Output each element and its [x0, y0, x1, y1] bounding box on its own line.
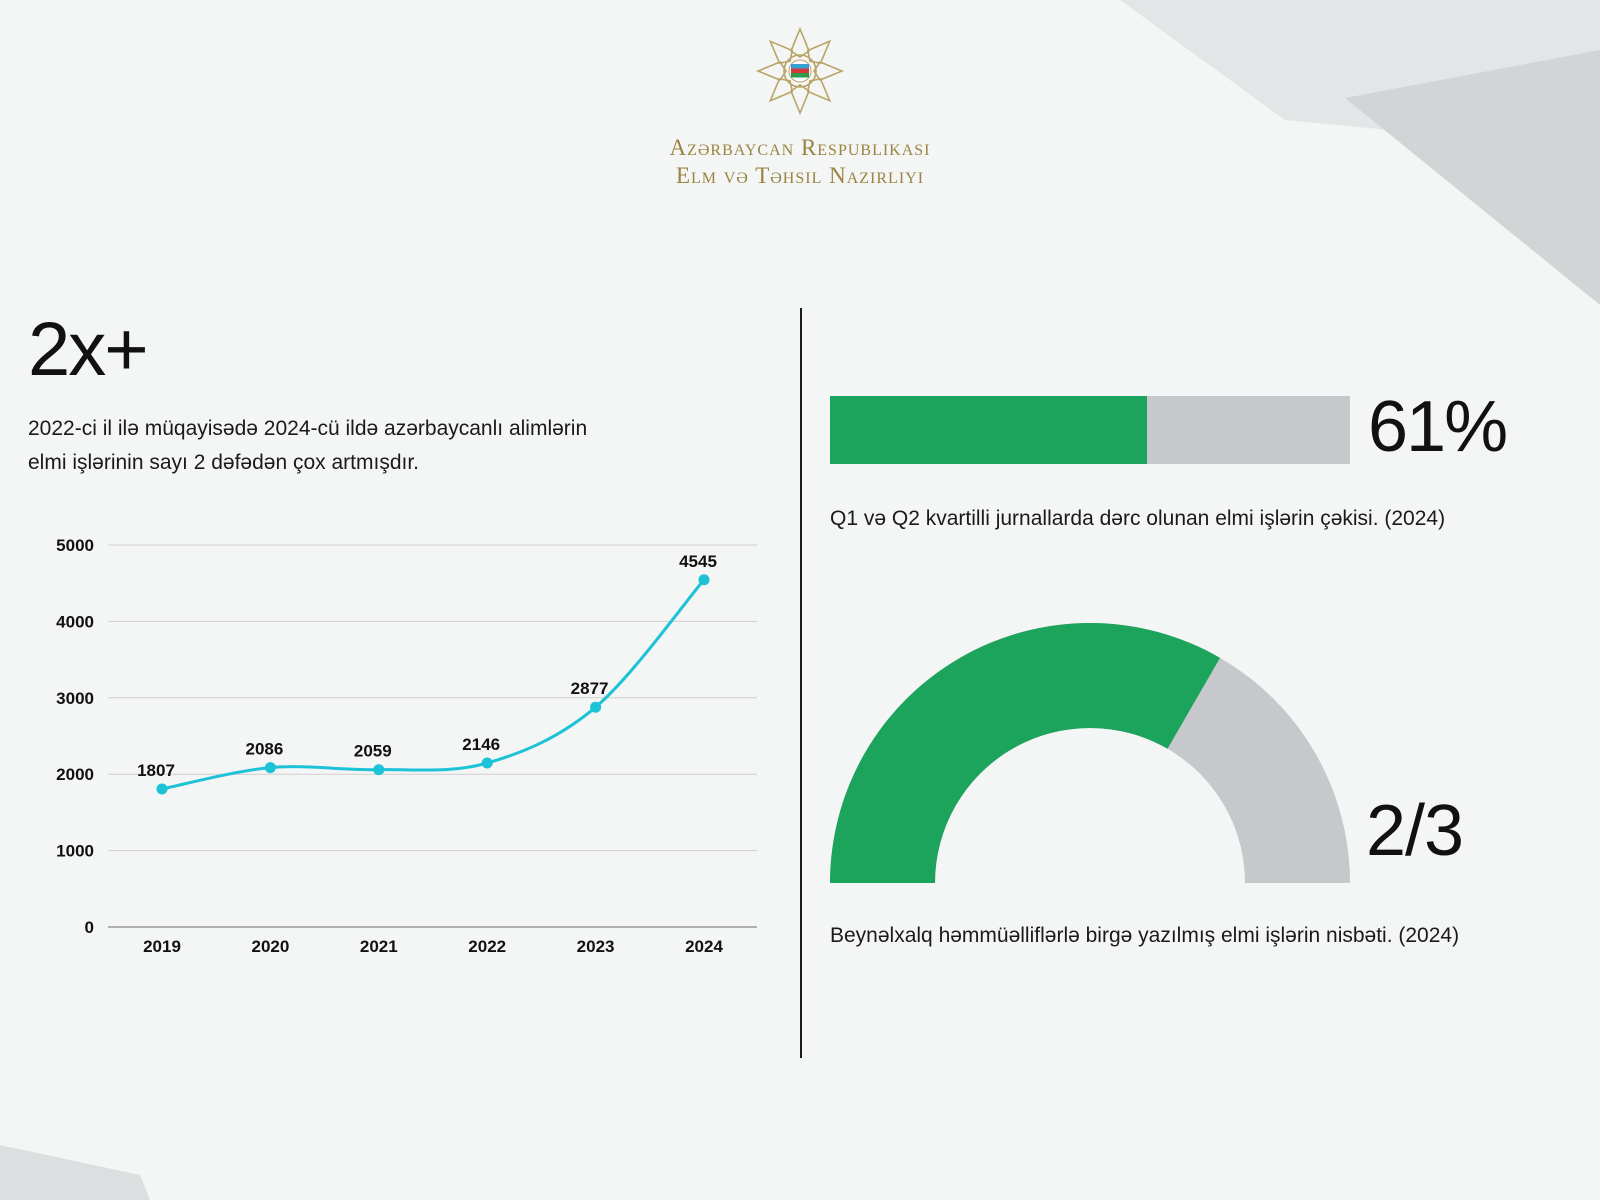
x-tick-label: 2023	[577, 937, 615, 956]
big-stat: 2x+	[28, 307, 149, 392]
progress-percent: 61%	[1368, 387, 1508, 467]
ministry-line-2: Elm və Təhsil Nazirliyi	[675, 163, 925, 188]
gauge-fraction: 2/3	[1366, 791, 1464, 871]
publications-line-chart: 0 1000 2000 3000 4000 5000 2019 2020 2021 2022 202…	[56, 536, 757, 956]
data-point	[156, 783, 168, 795]
gauge-fill	[830, 623, 1221, 883]
ministry-title: Azərbaycan Respublikası Elm və Təhsil Na…	[600, 134, 1000, 190]
data-point	[481, 757, 493, 769]
coauthorship-gauge	[830, 623, 1350, 883]
x-tick-label: 2019	[143, 937, 181, 956]
y-tick-label: 2000	[56, 765, 94, 784]
stat-description-line-1: 2022-ci il ilə müqayisədə 2024-cü ildə a…	[28, 417, 588, 440]
y-tick-label: 1000	[56, 842, 94, 861]
x-tick-label: 2024	[685, 937, 723, 956]
data-label: 2059	[354, 742, 392, 761]
stat-description-line-2: elmi işlərinin sayı 2 dəfədən çox artmış…	[28, 451, 420, 474]
y-tick-label: 4000	[56, 612, 94, 631]
progress-caption: Q1 və Q2 kvartilli jurnallarda dərc olun…	[830, 507, 1446, 530]
column-divider	[800, 308, 802, 1058]
x-tick-label: 2022	[468, 937, 506, 956]
data-point	[590, 701, 602, 713]
gauge-caption: Beynəlxalq həmmüəlliflərlə birgə yazılmı…	[830, 924, 1460, 947]
y-tick-label: 0	[85, 918, 94, 937]
q1-q2-progress-fill	[830, 396, 1148, 464]
data-point	[698, 574, 710, 586]
x-tick-label: 2021	[360, 937, 398, 956]
x-tick-label: 2020	[251, 937, 289, 956]
y-tick-label: 5000	[56, 536, 94, 555]
ministry-line-1: Azərbaycan Respublikası	[669, 135, 931, 160]
data-label: 4545	[679, 552, 717, 571]
data-label: 2086	[245, 740, 283, 759]
data-label: 2146	[462, 735, 500, 754]
stat-description: 2022-ci il ilə müqayisədə 2024-cü ildə a…	[28, 412, 728, 480]
ministry-emblem-icon	[755, 26, 845, 116]
q1-q2-progress-bar	[830, 396, 1350, 464]
data-point	[373, 764, 385, 776]
data-label: 1807	[137, 761, 175, 780]
y-tick-label: 3000	[56, 689, 94, 708]
series-line	[161, 578, 706, 791]
data-point	[264, 762, 276, 774]
data-label: 2877	[571, 679, 609, 698]
